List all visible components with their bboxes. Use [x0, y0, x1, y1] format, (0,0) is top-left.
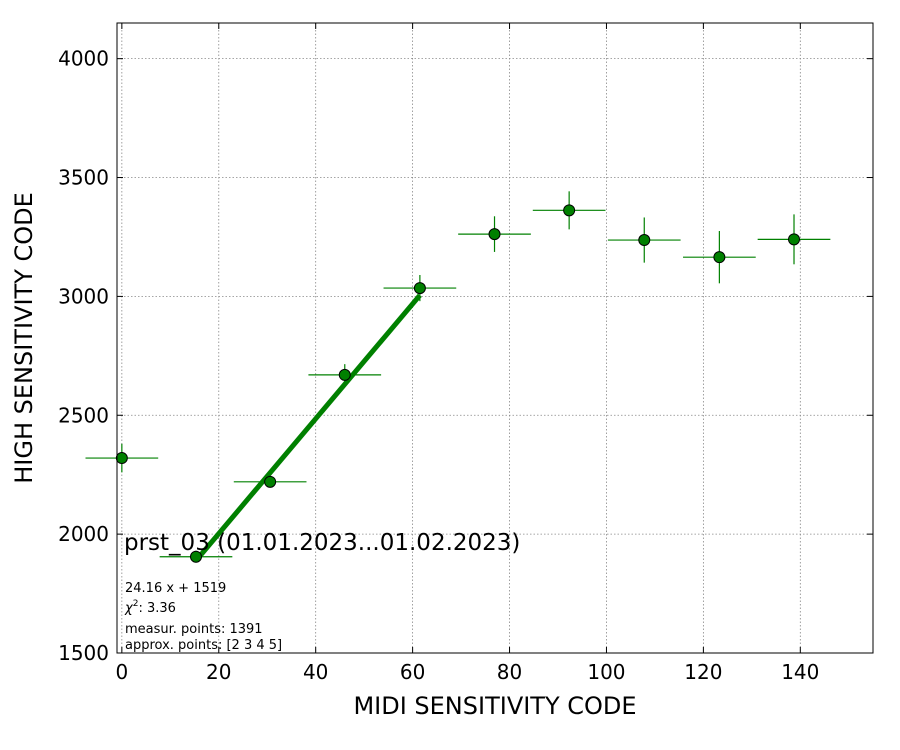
data-point	[189, 550, 202, 563]
x-tick-label: 0	[115, 660, 128, 684]
data-point	[338, 368, 351, 381]
y-tick-label: 1500	[58, 641, 109, 665]
annotation-title: prst_03 (01.01.2023...01.02.2023)	[124, 530, 520, 556]
annotation-chi2: χ2: 3.36	[124, 599, 176, 616]
x-axis-title: MIDI SENSITIVITY CODE	[353, 692, 636, 720]
x-tick-label: 60	[400, 660, 425, 684]
chi2-value: : 3.36	[138, 601, 175, 616]
data-markers	[115, 204, 801, 563]
x-tick-label: 20	[206, 660, 231, 684]
data-point	[413, 282, 426, 295]
data-point	[788, 233, 801, 246]
data-point	[638, 234, 651, 247]
data-point	[488, 228, 501, 241]
data-point	[713, 251, 726, 264]
y-tick-label: 3500	[58, 166, 109, 190]
annotation-equation: 24.16 x + 1519	[125, 581, 226, 596]
x-tick-label: 80	[497, 660, 522, 684]
x-tick-label: 140	[781, 660, 819, 684]
x-tick-label: 100	[587, 660, 625, 684]
y-tick-label: 2500	[58, 403, 109, 427]
data-point	[563, 204, 576, 217]
plot-frame	[116, 22, 874, 654]
data-point	[115, 452, 128, 465]
y-tick-label: 3000	[58, 284, 109, 308]
chi2-superscript: 2	[133, 599, 139, 609]
annotation-approx-points: approx. points: [2 3 4 5]	[125, 638, 282, 653]
y-tick-label: 2000	[58, 522, 109, 546]
x-tick-label: 120	[684, 660, 722, 684]
annotation-measur-points: measur. points: 1391	[125, 622, 263, 637]
y-axis-title: HIGH SENSITIVITY CODE	[10, 192, 38, 484]
fit-layer	[194, 293, 422, 563]
y-tick-label: 4000	[58, 47, 109, 71]
fit-line	[194, 293, 422, 563]
x-tick-label: 40	[303, 660, 328, 684]
ticks: 0 20 40 60 80 100 120 140 1500 2000 2500 3000 3500 40…	[58, 23, 873, 684]
chi2-symbol: χ	[124, 601, 134, 616]
data-point	[264, 475, 277, 488]
